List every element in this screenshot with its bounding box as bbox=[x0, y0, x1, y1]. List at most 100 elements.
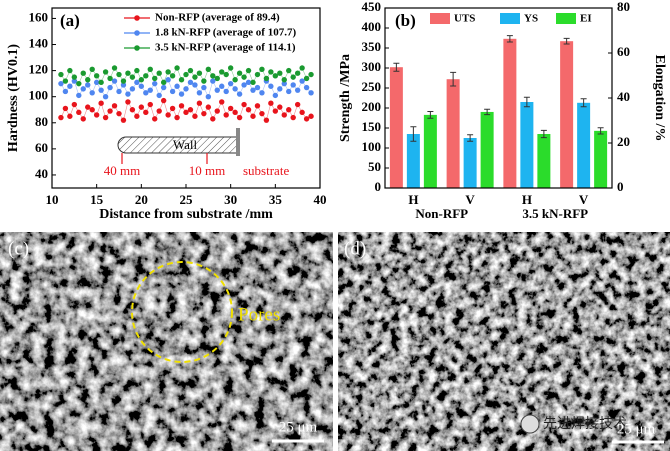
y-tick-label: 200 bbox=[362, 99, 382, 114]
panel-label: (c) bbox=[8, 238, 29, 259]
point bbox=[138, 104, 145, 110]
point bbox=[178, 91, 185, 97]
point bbox=[214, 75, 220, 82]
point bbox=[102, 93, 109, 100]
point bbox=[138, 83, 145, 89]
point bbox=[80, 86, 86, 92]
y-tick-label: 50 bbox=[368, 159, 381, 174]
point bbox=[120, 82, 127, 88]
point bbox=[138, 77, 145, 83]
error-bar bbox=[540, 129, 547, 139]
bar bbox=[577, 102, 591, 188]
point bbox=[174, 65, 180, 71]
point bbox=[196, 70, 203, 76]
x-tick-label: H bbox=[522, 192, 532, 207]
point bbox=[156, 70, 162, 76]
x-tick-label: 35 bbox=[269, 192, 283, 207]
y-tick-label: 120 bbox=[29, 62, 49, 77]
legend-marker bbox=[134, 45, 140, 51]
point bbox=[210, 78, 216, 84]
point bbox=[201, 84, 207, 91]
point bbox=[125, 99, 131, 105]
wall-shape bbox=[117, 136, 239, 154]
point bbox=[58, 71, 64, 78]
point bbox=[134, 79, 140, 86]
mark-10-label: 10 mm bbox=[189, 163, 225, 178]
substrate-shape bbox=[236, 128, 240, 156]
point bbox=[67, 83, 73, 89]
y-tick-label: 40 bbox=[35, 166, 48, 181]
point bbox=[143, 73, 149, 79]
point bbox=[250, 79, 256, 86]
point bbox=[160, 84, 167, 91]
bar bbox=[537, 134, 551, 188]
point bbox=[196, 100, 203, 106]
point bbox=[192, 113, 198, 119]
point bbox=[62, 88, 69, 95]
point bbox=[259, 66, 265, 73]
y2-tick-label: 0 bbox=[617, 179, 624, 194]
point bbox=[210, 73, 216, 79]
point bbox=[303, 84, 310, 91]
point bbox=[290, 114, 296, 121]
x-tick-label: 25 bbox=[180, 192, 194, 207]
pore-circle bbox=[131, 261, 233, 363]
point bbox=[93, 79, 100, 86]
y-tick-label: 100 bbox=[29, 88, 49, 103]
point bbox=[116, 110, 122, 117]
point bbox=[277, 86, 283, 92]
point bbox=[71, 74, 78, 80]
bar bbox=[406, 134, 420, 188]
point bbox=[156, 92, 162, 99]
point bbox=[254, 71, 261, 78]
point bbox=[308, 113, 314, 119]
x-tick-label: 15 bbox=[90, 192, 104, 207]
y2-tick-label: 40 bbox=[617, 89, 630, 104]
scale-label: 25 μm bbox=[279, 419, 318, 435]
y-tick-label: 140 bbox=[29, 36, 49, 51]
y-tick-label: 100 bbox=[362, 139, 382, 154]
point bbox=[178, 77, 185, 83]
image-texture bbox=[338, 232, 670, 451]
x-tick-label: V bbox=[579, 192, 589, 207]
point bbox=[125, 91, 131, 97]
bar bbox=[520, 102, 534, 188]
point bbox=[98, 87, 104, 93]
point bbox=[116, 88, 122, 95]
point bbox=[250, 113, 256, 119]
point bbox=[214, 87, 220, 93]
error-bar bbox=[597, 127, 604, 135]
point bbox=[93, 112, 100, 118]
point bbox=[268, 100, 274, 106]
bar bbox=[480, 111, 494, 188]
point bbox=[281, 112, 287, 118]
legend-swatch bbox=[556, 13, 576, 24]
point bbox=[192, 82, 198, 88]
y-axis-label: Hardness (HV0.1) bbox=[6, 44, 21, 152]
point bbox=[286, 67, 292, 74]
y-tick-label: 150 bbox=[362, 119, 382, 134]
point bbox=[67, 113, 73, 119]
bar bbox=[423, 114, 437, 188]
point bbox=[192, 74, 198, 80]
error-bar bbox=[410, 126, 417, 142]
point bbox=[174, 114, 180, 121]
point bbox=[147, 101, 153, 108]
point bbox=[299, 78, 305, 84]
point bbox=[205, 66, 212, 73]
point bbox=[196, 90, 203, 96]
point bbox=[223, 112, 229, 118]
point bbox=[268, 83, 274, 89]
point bbox=[76, 92, 82, 99]
bar bbox=[463, 138, 477, 188]
point bbox=[183, 86, 189, 92]
y-axis-label: Strength /MPa bbox=[338, 54, 353, 142]
error-bar bbox=[427, 111, 434, 119]
point bbox=[232, 86, 238, 92]
point bbox=[62, 105, 69, 112]
wall-diagram: Wall 40 mm 10 mm substrate bbox=[104, 128, 289, 178]
point bbox=[205, 93, 212, 100]
point bbox=[58, 80, 64, 87]
point bbox=[268, 69, 274, 75]
y-tick-label: 350 bbox=[362, 39, 382, 54]
